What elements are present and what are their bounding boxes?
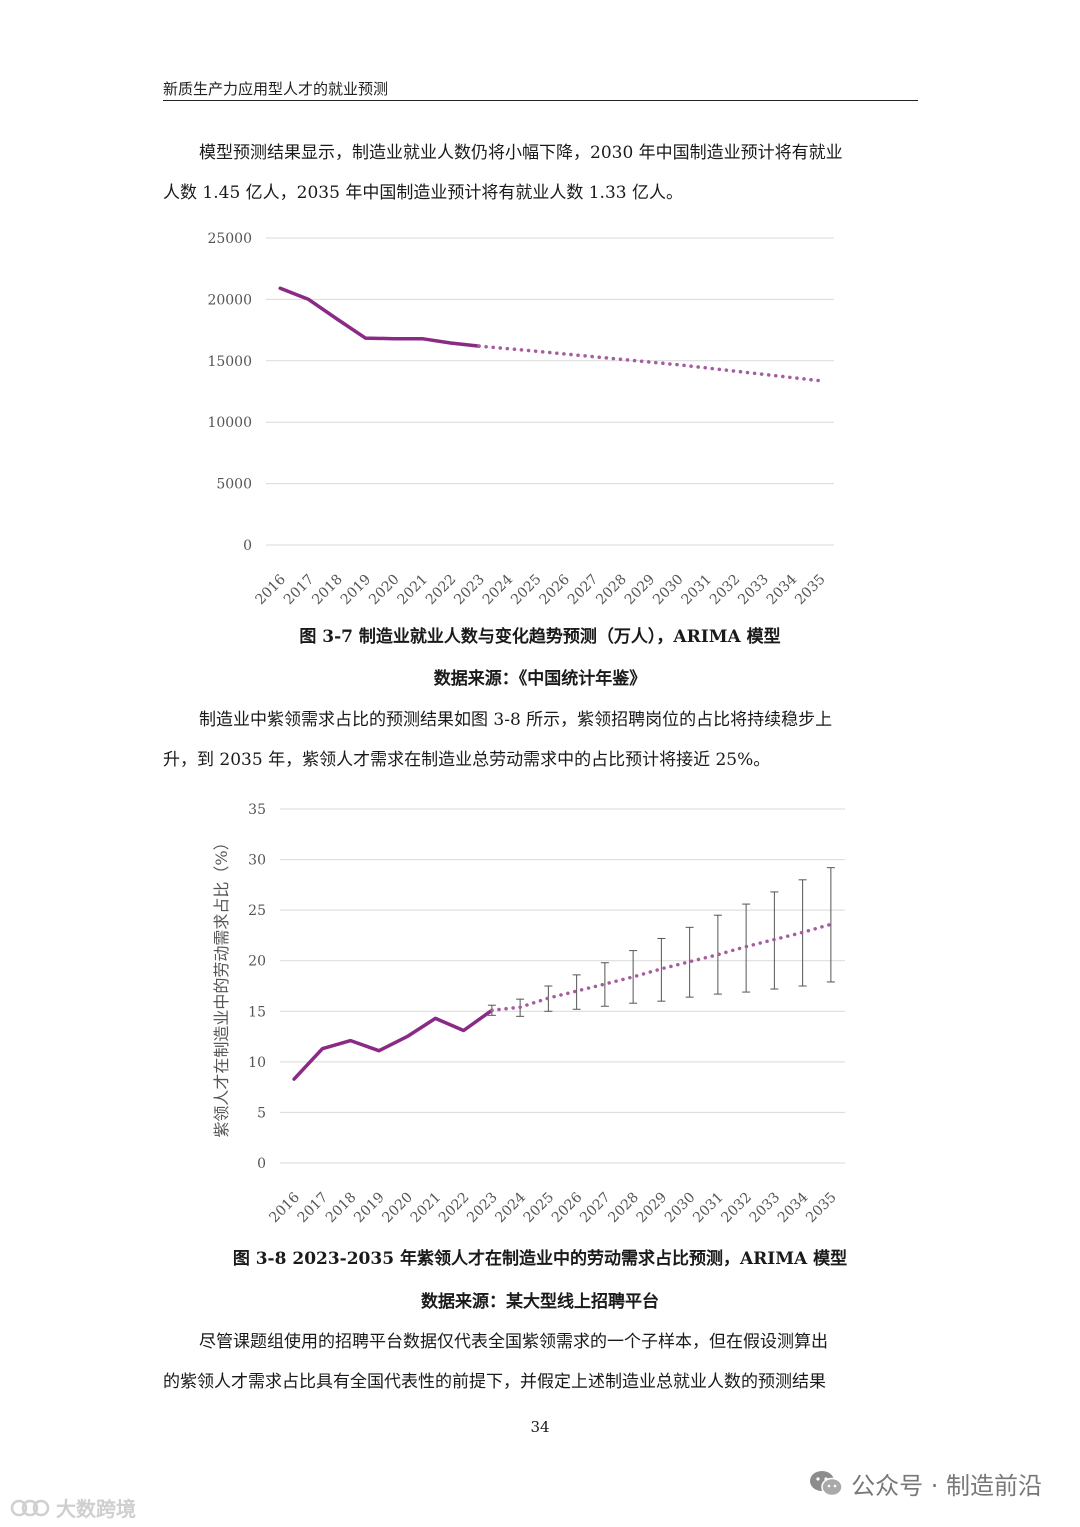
y-tick-label: 15000 (207, 354, 252, 370)
x-tick-label: 2018 (323, 1190, 360, 1227)
figure-3-7-source: 数据来源：《中国统计年鉴》 (433, 669, 647, 689)
y-tick-label: 15 (248, 1004, 266, 1020)
y-tick-label: 0 (243, 538, 252, 554)
x-tick-label: 2017 (295, 1190, 332, 1227)
paragraph-line: 模型预测结果显示，制造业就业人数仍将小幅下降，2030 年中国制造业预计将有就业 (199, 143, 843, 163)
page-number: 34 (530, 1418, 550, 1436)
x-tick-label: 2029 (634, 1190, 671, 1227)
y-tick-label: 25000 (207, 231, 252, 247)
paragraph-1: 模型预测结果显示，制造业就业人数仍将小幅下降，2030 年中国制造业预计将有就业… (163, 133, 918, 213)
x-tick-label: 2028 (605, 1190, 642, 1227)
y-tick-label: 10000 (207, 415, 252, 431)
wechat-watermark: 公众号 · 制造前沿 (809, 1466, 1042, 1501)
source-watermark: 大数跨境 (10, 1493, 136, 1522)
x-tick-label: 2025 (521, 1190, 558, 1227)
x-tick-label: 2023 (464, 1190, 501, 1227)
x-tick-label: 2021 (408, 1190, 445, 1227)
x-tick-label: 2016 (266, 1189, 303, 1226)
page-header-title: 新质生产力应用型人才的就业预测 (163, 80, 389, 98)
x-tick-label: 2020 (379, 1190, 416, 1227)
watermark-text: 大数跨境 (56, 1497, 136, 1521)
y-tick-label: 20000 (207, 292, 252, 308)
figure-3-7-caption: 图 3-7 制造业就业人数与变化趋势预测（万人），ARIMA 模型 (299, 627, 781, 647)
x-tick-label: 2019 (351, 1190, 388, 1227)
y-tick-label: 30 (248, 853, 266, 869)
x-tick-label: 2032 (718, 1190, 755, 1227)
y-axis-title: 紫领人才在制造业中的劳动需求占比（%） (212, 834, 231, 1137)
actual-series-line (292, 1008, 494, 1081)
paragraph-line: 升，到 2035 年，紫领人才需求在制造业总劳动需求中的占比预计将接近 25%。 (163, 750, 771, 770)
y-tick-label: 25 (248, 903, 266, 919)
rings-logo-icon (10, 1499, 50, 1516)
x-tick-label: 2026 (549, 1189, 586, 1226)
x-tick-label: 2033 (747, 1190, 784, 1227)
paragraph-line: 制造业中紫领需求占比的预测结果如图 3-8 所示，紫领招聘岗位的占比将持续稳步上 (199, 710, 833, 730)
y-tick-label: 10 (248, 1055, 266, 1071)
forecast-series-line (490, 922, 833, 1013)
x-tick-label: 2035 (803, 1190, 840, 1227)
paragraph-3: 尽管课题组使用的招聘平台数据仅代表全国紫领需求的一个子样本，但在假设测算出 的紫… (163, 1322, 918, 1402)
figure-3-8-caption: 图 3-8 2023-2035 年紫领人才在制造业中的劳动需求占比预测，ARIM… (232, 1249, 848, 1269)
x-tick-label: 2034 (775, 1189, 812, 1226)
header-divider (163, 100, 918, 101)
paragraph-line: 的紫领人才需求占比具有全国代表性的前提下，并假定上述制造业总就业人数的预测结果 (163, 1372, 826, 1392)
y-tick-label: 0 (257, 1156, 266, 1172)
paragraph-2: 制造业中紫领需求占比的预测结果如图 3-8 所示，紫领招聘岗位的占比将持续稳步上… (163, 700, 918, 780)
watermark-text: 公众号 · 制造前沿 (851, 1472, 1042, 1500)
wechat-icon (810, 1470, 843, 1496)
x-tick-label: 2030 (662, 1190, 699, 1227)
x-tick-label: 2031 (690, 1190, 727, 1227)
figure-3-8-source: 数据来源：某大型线上招聘平台 (421, 1292, 659, 1312)
y-tick-label: 35 (248, 802, 266, 818)
y-tick-label: 5000 (216, 477, 252, 493)
actual-series-line (278, 286, 481, 348)
y-tick-label: 5 (257, 1105, 266, 1121)
y-tick-label: 20 (248, 954, 266, 970)
paragraph-line: 尽管课题组使用的招聘平台数据仅代表全国紫领需求的一个子样本，但在假设测算出 (199, 1332, 828, 1352)
x-tick-label: 2022 (436, 1190, 473, 1227)
forecast-series-line (477, 344, 822, 383)
paragraph-line: 人数 1.45 亿人，2035 年中国制造业预计将有就业人数 1.33 亿人。 (163, 183, 683, 203)
x-tick-label: 2027 (577, 1190, 614, 1227)
x-tick-label: 2024 (492, 1189, 529, 1226)
